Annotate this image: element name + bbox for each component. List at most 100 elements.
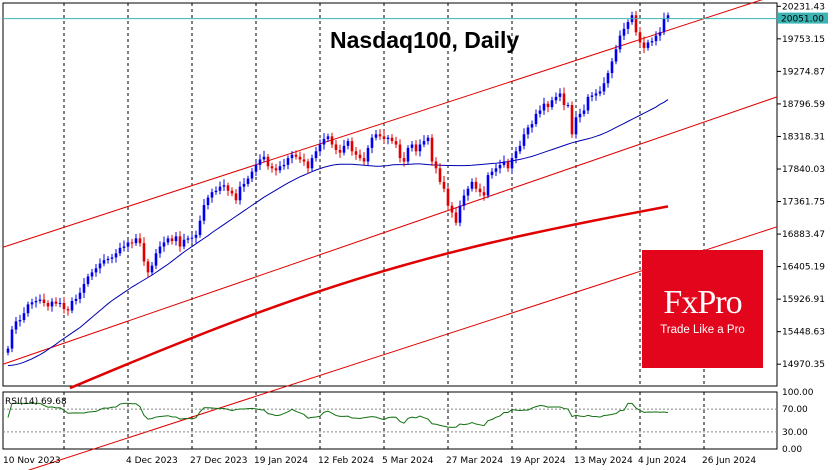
x-tick-label: 10 Nov 2023: [3, 456, 61, 466]
candle-body: [270, 166, 274, 169]
candle-body: [662, 18, 666, 33]
candle-body: [614, 49, 618, 62]
candle-body: [102, 260, 106, 264]
candle-body: [266, 156, 270, 167]
x-tick-label: 12 Feb 2024: [318, 456, 374, 466]
candle-body: [14, 321, 18, 330]
candle-body: [402, 158, 406, 162]
candle-body: [118, 247, 122, 254]
x-tick-label: 13 May 2024: [574, 456, 633, 466]
candle-body: [478, 188, 482, 193]
candle-body: [522, 134, 526, 146]
candle-body: [158, 246, 162, 254]
candle-body: [362, 158, 366, 162]
candle-body: [234, 193, 238, 201]
fxpro-logo: FxPro Trade Like a Pro: [642, 250, 763, 368]
candle-body: [142, 243, 146, 262]
candle-body: [190, 237, 194, 239]
y-tick-label: 15926.91: [782, 295, 825, 305]
candle-body: [510, 158, 514, 169]
candle-body: [530, 124, 534, 128]
candle-body: [374, 134, 378, 138]
candle-body: [638, 32, 642, 43]
candle-body: [46, 303, 50, 307]
candle-body: [106, 258, 110, 261]
candle-body: [454, 212, 458, 223]
candle-body: [542, 103, 546, 111]
candle-body: [346, 141, 350, 146]
candle-body: [382, 136, 386, 140]
current-price-label-bg: [778, 12, 828, 24]
candle-body: [54, 301, 58, 304]
y-tick-label: 16405.19: [782, 263, 825, 273]
x-axis: 10 Nov 2023 4 Dec 2023 27 Dec 2023 19 Jan 2…: [3, 456, 756, 466]
candle-body: [562, 93, 566, 106]
candle-body: [26, 304, 30, 314]
candle-body: [538, 110, 542, 114]
candle-body: [626, 22, 630, 29]
candle-body: [494, 168, 498, 172]
candle-body: [394, 141, 398, 145]
candle-body: [22, 313, 26, 321]
candle-body: [286, 158, 290, 165]
candle-body: [334, 144, 338, 150]
rsi-label: RSI(14) 69.68: [5, 397, 67, 407]
candle-body: [450, 205, 454, 213]
candle-body: [486, 175, 490, 196]
candle-body: [202, 205, 206, 221]
x-tick-label: 26 Jun 2024: [702, 456, 756, 466]
candle-body: [618, 35, 622, 50]
candle-body: [254, 164, 258, 172]
candle-body: [82, 283, 86, 293]
candle-body: [650, 41, 654, 43]
candle-body: [274, 168, 278, 171]
candle-body: [150, 265, 154, 273]
candle-body: [470, 181, 474, 189]
candle-body: [182, 239, 186, 247]
candle-body: [358, 154, 362, 159]
candle-body: [410, 144, 414, 148]
x-tick-label: 4 Dec 2023: [126, 456, 178, 466]
rsi-tick-label: 0.00: [782, 445, 802, 455]
candle-body: [550, 100, 554, 108]
rsi-plot-frame: [2, 391, 778, 450]
candle-body: [502, 161, 506, 165]
candle-body: [606, 73, 610, 84]
y-tick-label: 18796.59: [782, 100, 825, 110]
candle-body: [642, 42, 646, 48]
candles: [6, 10, 670, 356]
candle-body: [122, 246, 126, 248]
candle-body: [498, 164, 502, 169]
candle-body: [634, 15, 638, 33]
candle-body: [354, 151, 358, 155]
candle-body: [390, 137, 394, 142]
candle-body: [178, 236, 182, 247]
candle-body: [138, 238, 142, 244]
y-tick-label: 19753.15: [782, 35, 825, 45]
candle-body: [242, 183, 246, 187]
candle-body: [430, 137, 434, 162]
candle-body: [318, 144, 322, 152]
candle-body: [654, 35, 658, 42]
candle-body: [278, 166, 282, 171]
candle-body: [174, 236, 178, 242]
candle-body: [226, 185, 230, 191]
candle-body: [350, 141, 354, 152]
y-tick-label: 17840.03: [782, 165, 825, 175]
candle-body: [10, 329, 14, 349]
rsi-line: [7, 402, 669, 428]
candle-body: [458, 205, 462, 223]
candle-body: [518, 145, 522, 152]
fxpro-logo-wordmark: FxPro: [663, 284, 742, 321]
candle-body: [298, 156, 302, 160]
candle-body: [230, 190, 234, 194]
candle-body: [162, 242, 166, 247]
candle-body: [18, 320, 22, 322]
candle-body: [134, 238, 138, 244]
y-axis: 20231.43 19753.15 19274.87 18796.59 18318.31…: [777, 2, 825, 370]
candle-body: [594, 93, 598, 96]
candle-body: [30, 302, 34, 305]
candle-body: [146, 261, 150, 273]
rsi-tick-label: 100.00: [782, 388, 814, 398]
